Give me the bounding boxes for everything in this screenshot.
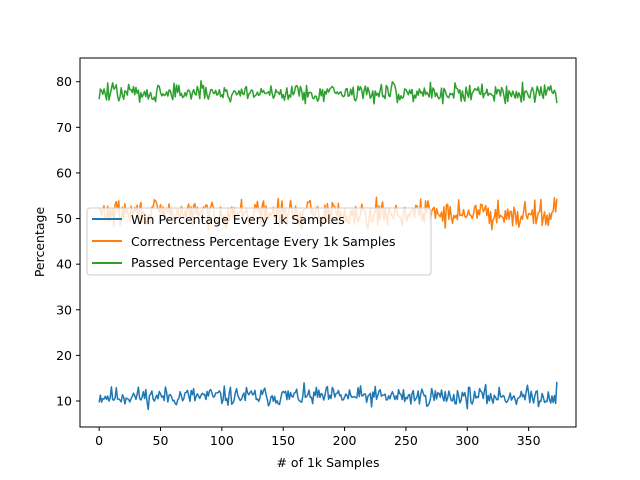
y-tick-label: 40 xyxy=(56,257,72,272)
x-tick-label: 200 xyxy=(333,433,357,448)
x-tick-label: 50 xyxy=(153,433,169,448)
y-tick-label: 70 xyxy=(56,120,72,135)
plot-frame xyxy=(79,57,577,428)
x-axis: 0 50 100 150 200 250 300 350 xyxy=(95,427,541,448)
y-tick-label: 60 xyxy=(56,165,72,180)
x-tick-label: 350 xyxy=(517,433,541,448)
legend: Win Percentage Every 1k Samples Correctn… xyxy=(86,207,432,276)
y-tick-label: 20 xyxy=(56,348,72,363)
y-tick-label: 80 xyxy=(56,74,72,89)
y-tick-label: 50 xyxy=(56,211,72,226)
x-tick-label: 250 xyxy=(394,433,418,448)
series-line-win xyxy=(98,381,558,411)
x-tick-label: 300 xyxy=(455,433,479,448)
y-tick-label: 30 xyxy=(56,302,72,317)
x-axis-label: # of 1k Samples xyxy=(276,455,379,470)
y-axis-label: Percentage xyxy=(32,207,47,278)
x-tick-label: 150 xyxy=(271,433,295,448)
series-line-passed xyxy=(98,80,558,105)
legend-label-passed: Passed Percentage Every 1k Samples xyxy=(131,255,365,270)
y-tick-label: 10 xyxy=(56,394,72,409)
y-axis: 10 20 30 40 50 60 70 80 xyxy=(56,74,80,409)
legend-box xyxy=(86,207,432,276)
x-tick-label: 0 xyxy=(95,433,103,448)
x-tick-label: 100 xyxy=(210,433,234,448)
legend-label-correctness: Correctness Percentage Every 1k Samples xyxy=(131,234,396,249)
legend-label-win: Win Percentage Every 1k Samples xyxy=(131,212,345,227)
